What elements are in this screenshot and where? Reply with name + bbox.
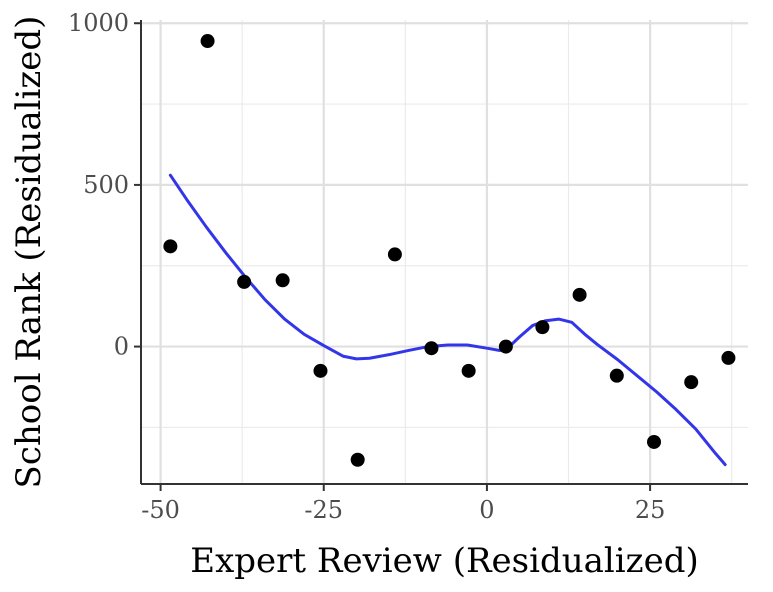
y-axis-title: School Rank (Residualized) (9, 16, 49, 489)
x-tick-label: 25 (635, 496, 666, 524)
grid-minor (141, 20, 748, 484)
grid-major (141, 20, 748, 484)
data-point (424, 341, 439, 356)
data-point (461, 363, 476, 378)
plot-panel (141, 20, 748, 484)
smooth-fit-line (168, 173, 727, 467)
data-point (275, 273, 290, 288)
data-point (313, 363, 328, 378)
series-layer (163, 34, 736, 467)
data-point (387, 247, 402, 262)
data-point (200, 34, 215, 49)
y-tick-label: 500 (83, 171, 129, 199)
x-axis-title: Expert Review (Residualized) (190, 541, 699, 581)
data-point (237, 274, 252, 289)
data-point (572, 287, 587, 302)
data-point (535, 320, 550, 335)
data-point (609, 368, 624, 383)
data-point (684, 375, 699, 390)
y-tick-label: 0 (114, 333, 129, 361)
plot-background (141, 20, 748, 484)
y-tick-label: 1000 (68, 9, 129, 37)
x-tick-label: 0 (479, 496, 494, 524)
data-point (647, 434, 662, 449)
data-point (163, 239, 178, 254)
data-point (350, 452, 365, 467)
axes-layer (140, 20, 748, 485)
x-tick-label: -25 (304, 496, 343, 524)
x-tick-label: -50 (141, 496, 180, 524)
data-point (721, 350, 736, 365)
data-point (498, 339, 513, 354)
